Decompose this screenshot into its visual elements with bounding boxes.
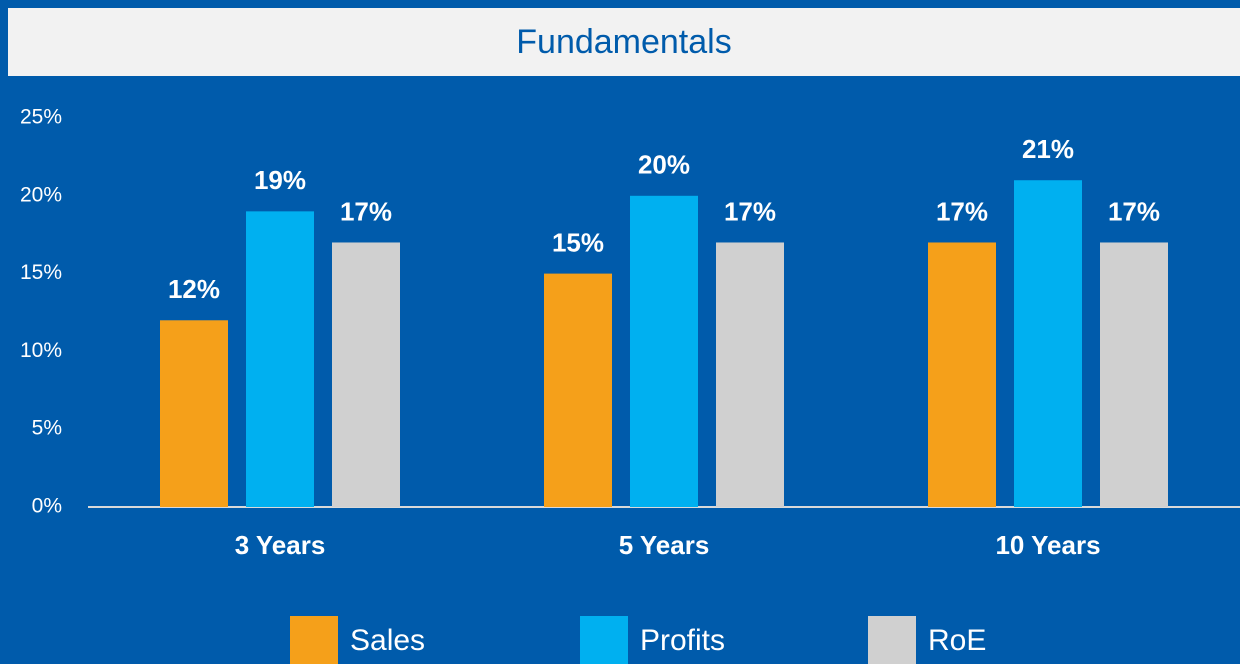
y-tick-label: 25% xyxy=(20,106,62,129)
y-tick-label: 15% xyxy=(20,261,62,284)
y-tick-label: 20% xyxy=(20,183,62,206)
bar xyxy=(928,242,996,508)
value-label: 15% xyxy=(552,227,604,257)
value-label: 17% xyxy=(1108,196,1160,226)
y-tick-label: 5% xyxy=(32,417,62,440)
legend-label: RoE xyxy=(928,624,986,657)
legend-label: Profits xyxy=(640,624,725,657)
legend-swatch xyxy=(868,616,916,664)
value-label: 12% xyxy=(168,274,220,304)
x-tick-label: 3 Years xyxy=(235,530,326,560)
value-label: 17% xyxy=(936,196,988,226)
bar xyxy=(1014,180,1082,508)
x-tick-label: 10 Years xyxy=(995,530,1100,560)
legend-swatch xyxy=(290,616,338,664)
bar xyxy=(332,242,400,508)
value-label: 17% xyxy=(724,196,776,226)
title-bar xyxy=(8,8,1240,76)
bar xyxy=(630,195,698,508)
legend-swatch xyxy=(580,616,628,664)
x-tick-label: 5 Years xyxy=(619,530,710,560)
value-label: 19% xyxy=(254,165,306,195)
y-tick-label: 10% xyxy=(20,339,62,362)
chart-title: Fundamentals xyxy=(516,23,731,61)
bar xyxy=(544,273,612,507)
legend-label: Sales xyxy=(350,624,425,657)
value-label: 21% xyxy=(1022,134,1074,164)
value-label: 20% xyxy=(638,150,690,180)
y-tick-label: 0% xyxy=(32,495,62,518)
bar xyxy=(716,242,784,508)
value-label: 17% xyxy=(340,196,392,226)
bar xyxy=(246,211,314,508)
bar xyxy=(1100,242,1168,508)
bar xyxy=(160,320,228,507)
